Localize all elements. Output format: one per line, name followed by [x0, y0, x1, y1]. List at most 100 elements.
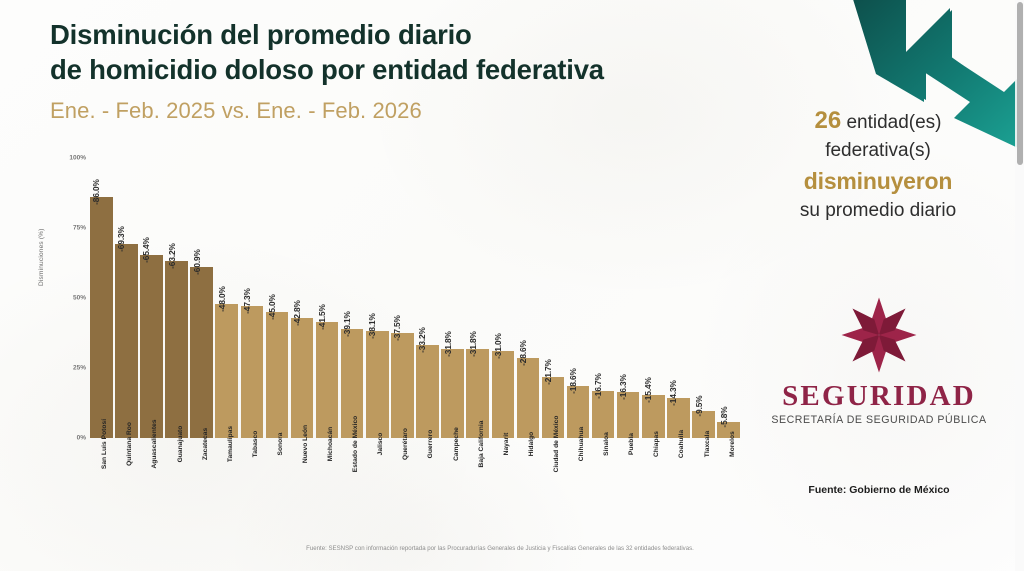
- bar[interactable]: [215, 303, 238, 438]
- bar-value-label: -37.5%: [392, 315, 403, 341]
- x-axis-tick-label: Coahuila: [678, 429, 686, 459]
- bar-column[interactable]: -18.6%: [566, 158, 590, 438]
- x-axis-label-slot: San Luis Potosí: [90, 419, 113, 562]
- y-axis-title: Disminuciones (%): [38, 228, 45, 286]
- bar-column[interactable]: -37.5%: [391, 158, 414, 438]
- x-axis-tick-label: Ciudad de México: [552, 415, 560, 473]
- bar-column[interactable]: -28.6%: [516, 158, 540, 438]
- bar[interactable]: [642, 394, 665, 438]
- bar-value-label: -5.8%: [718, 406, 729, 428]
- bar-column[interactable]: -48.0%: [215, 158, 238, 438]
- bar-value-label: -9.5%: [693, 395, 704, 417]
- bar[interactable]: [566, 385, 590, 438]
- page-title-line-2: de homicidio doloso por entidad federati…: [50, 53, 604, 85]
- chart-source-note: Fuente: SESNSP con información reportada…: [306, 545, 694, 552]
- bar-column[interactable]: -39.1%: [340, 158, 364, 438]
- bar[interactable]: [240, 305, 264, 438]
- bar-column[interactable]: -65.4%: [140, 158, 163, 438]
- plot-area: -86.0% -69.3% -65.4% -63.2% -60.9% -48.0% -47.…: [90, 158, 740, 438]
- bar[interactable]: [591, 391, 615, 438]
- bar[interactable]: [90, 197, 113, 438]
- bar[interactable]: [667, 397, 690, 438]
- bar-column[interactable]: -16.7%: [591, 158, 615, 438]
- bar-column[interactable]: -16.3%: [616, 158, 640, 438]
- bar[interactable]: [265, 312, 289, 438]
- bar[interactable]: [466, 348, 489, 438]
- bar[interactable]: [516, 357, 540, 438]
- bar-value-label: -21.7%: [542, 359, 553, 386]
- bar-value-label: -31.8%: [442, 331, 453, 357]
- bar[interactable]: [416, 345, 439, 438]
- bar-value-label: -15.4%: [643, 377, 654, 403]
- bar-column[interactable]: -9.5%: [692, 158, 715, 438]
- bar[interactable]: [290, 318, 314, 438]
- bar-column[interactable]: -31.0%: [491, 158, 514, 438]
- bar-column[interactable]: -31.8%: [466, 158, 489, 438]
- seguridad-logo: SEGURIDAD SECRETARÍA DE SEGURIDAD PÚBLIC…: [748, 296, 1010, 426]
- x-axis-label-slot: Tabasco: [241, 431, 264, 562]
- bar[interactable]: [140, 254, 163, 438]
- bar-column[interactable]: -41.5%: [315, 158, 339, 438]
- x-axis-tick-label: San Luis Potosí: [101, 418, 109, 470]
- bar-value-label: -63.2%: [166, 243, 177, 269]
- bar[interactable]: [190, 267, 213, 438]
- callout-statistic: 26 entidad(es) federativa(s) disminuyero…: [748, 104, 1008, 225]
- x-axis-tick-label: Chiapas: [653, 430, 661, 458]
- bar-value-label: -45.0%: [266, 294, 277, 320]
- bar[interactable]: [366, 331, 389, 438]
- x-axis-label-slot: Ciudad de México: [542, 416, 565, 562]
- x-axis-tick-label: Zacatecas: [201, 427, 209, 461]
- x-axis-tick-label: Aguascalientes: [151, 419, 159, 469]
- bar-value-label: -18.6%: [568, 368, 579, 394]
- x-axis-label-slot: Chiapas: [642, 431, 665, 562]
- x-axis-tick-label: Puebla: [628, 433, 636, 455]
- callout-line-4: su promedio diario: [799, 199, 957, 221]
- y-axis-ticks: 100% 75% 50% 25% 0%: [54, 155, 90, 442]
- bar[interactable]: [616, 392, 640, 438]
- x-axis-tick-label: Michoacán: [327, 426, 335, 462]
- bar-column[interactable]: -33.2%: [416, 158, 439, 438]
- y-axis-tick: 25%: [72, 364, 86, 372]
- bar-value-label: -16.3%: [618, 374, 629, 401]
- x-axis-tick-label: Morelos: [728, 431, 736, 457]
- bar-column[interactable]: -45.0%: [265, 158, 289, 438]
- bar[interactable]: [692, 411, 715, 438]
- bar-column[interactable]: -86.0%: [90, 158, 113, 438]
- page-title: Disminución del promedio diario de homic…: [50, 18, 750, 87]
- bar[interactable]: [717, 421, 740, 438]
- bar[interactable]: [491, 351, 514, 438]
- bar-column[interactable]: -31.8%: [441, 158, 464, 438]
- bar[interactable]: [340, 328, 364, 438]
- scrollbar-thumb[interactable]: [1016, 2, 1023, 165]
- x-axis-label-slot: Campeche: [441, 427, 464, 562]
- x-axis-label-slot: Puebla: [617, 433, 640, 562]
- callout-count: 26: [814, 107, 842, 134]
- page-title-line-1: Disminución del promedio diario: [50, 19, 472, 50]
- bar-value-label: -39.1%: [342, 310, 353, 337]
- bar[interactable]: [315, 321, 339, 438]
- bar-column[interactable]: -47.3%: [240, 158, 264, 438]
- bar[interactable]: [115, 243, 138, 438]
- scrollbar-track[interactable]: [1015, 0, 1024, 571]
- bar[interactable]: [391, 333, 414, 438]
- bar-column[interactable]: -60.9%: [190, 158, 213, 438]
- bar-column[interactable]: -42.8%: [290, 158, 314, 438]
- bar-column[interactable]: -21.7%: [541, 158, 565, 438]
- x-axis-tick-label: Tlaxcala: [703, 430, 711, 458]
- bar-value-label: -86.0%: [91, 179, 102, 206]
- bar-column[interactable]: -15.4%: [642, 158, 665, 438]
- bar-column[interactable]: -5.8%: [717, 158, 740, 438]
- bar-column[interactable]: -38.1%: [366, 158, 389, 438]
- bar[interactable]: [165, 261, 188, 438]
- x-axis-tick-label: Estado de México: [352, 415, 360, 473]
- x-axis-label-slot: Tamaulipas: [215, 426, 238, 562]
- bar-value-label: -33.2%: [417, 327, 428, 353]
- bar[interactable]: [541, 377, 565, 438]
- bar-value-label: -65.4%: [141, 237, 152, 263]
- bar-column[interactable]: -69.3%: [115, 158, 138, 438]
- bar-column[interactable]: -63.2%: [165, 158, 188, 438]
- bar-column[interactable]: -14.3%: [667, 158, 690, 438]
- bar[interactable]: [441, 348, 464, 438]
- declining-zigzag-arrow-icon: [834, 0, 1024, 168]
- page-subtitle: Ene. - Feb. 2025 vs. Ene. - Feb. 2026: [50, 98, 422, 123]
